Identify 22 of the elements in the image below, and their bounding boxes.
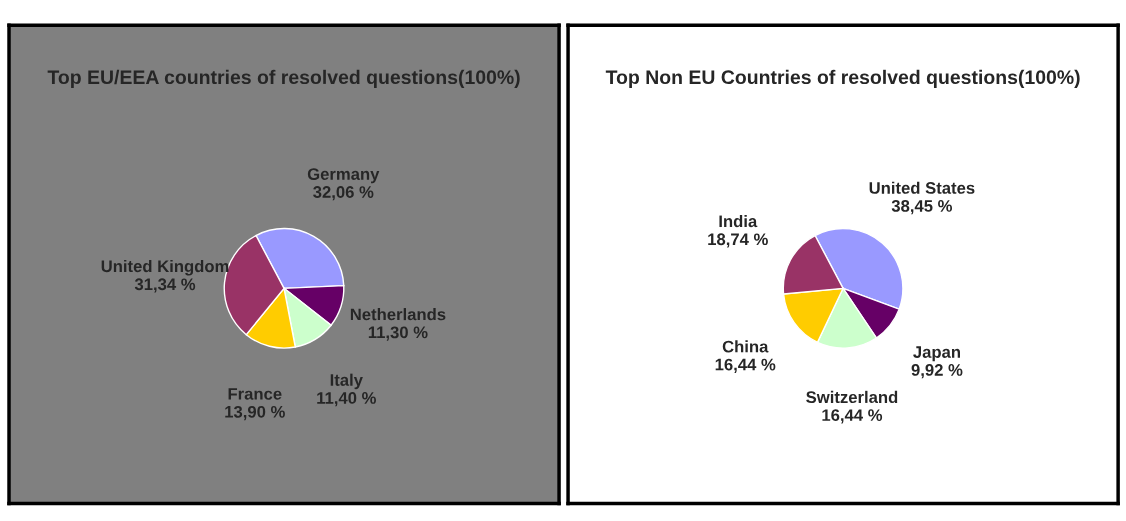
slice-label: Switzerland [806,390,898,404]
data-label: 9,92 % [911,364,963,379]
data-label: 18,74 % [708,233,768,248]
slice-label: Japan [913,346,960,362]
slice-label: China [722,340,769,353]
slice-label: United States [869,181,975,194]
chart-title: Top EU/EEA countries of resolved questions(100%) [47,69,520,88]
data-label: 16,44 % [822,409,883,424]
slice-label: India [719,214,758,228]
slice-label: Netherlands [350,308,446,321]
data-label: 38,45 % [891,200,953,215]
data-label: 13,90 % [225,405,285,421]
slice-label: Italy [330,373,363,390]
data-label: 11,40 % [317,392,376,407]
data-label: 32,06 % [313,186,374,201]
data-label: 31,34 % [134,278,196,293]
chart-title: Top Non EU Countries of resolved questions(100%) [605,69,1080,88]
slice-label: United Kingdom [101,259,229,276]
data-label: 16,44 % [715,358,776,373]
slice-label: France [228,388,282,400]
data-label: 11,30 % [368,326,428,341]
slice-label: Germany [307,168,380,184]
